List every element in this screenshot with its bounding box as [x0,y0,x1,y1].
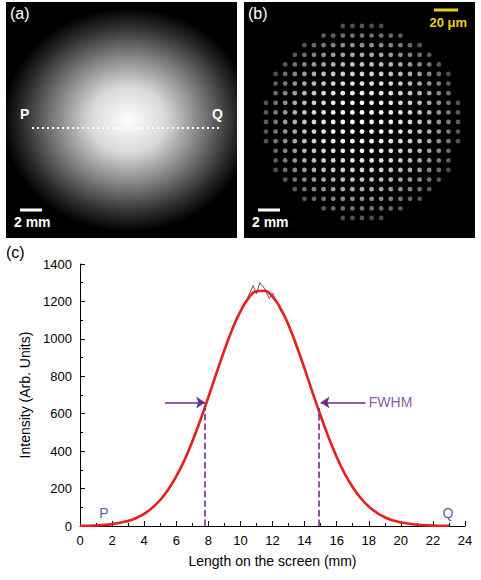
svg-text:20: 20 [394,533,408,548]
html-text:(b): (b) [248,5,268,22]
svg-text:10: 10 [233,533,247,548]
svg-text:6: 6 [173,533,180,548]
svg-text:12: 12 [265,533,279,548]
svg-text:800: 800 [50,369,72,384]
svg-text:24: 24 [458,533,472,548]
svg-text:16: 16 [329,533,343,548]
svg-text:14: 14 [297,533,311,548]
svg-text:FWHM: FWHM [369,394,413,410]
svg-text:(c): (c) [6,244,25,261]
html-text:2 mm: 2 mm [252,214,289,230]
svg-text:1400: 1400 [43,257,72,272]
svg-text:600: 600 [50,406,72,421]
svg-text:1000: 1000 [43,331,72,346]
svg-text:400: 400 [50,444,72,459]
html-text:(a): (a) [10,5,30,22]
html-text:20 μm: 20 μm [429,15,467,30]
svg-text:0: 0 [65,519,72,534]
svg-text:4: 4 [141,533,148,548]
html-text:2 mm: 2 mm [14,214,51,230]
svg-text:Q: Q [443,505,454,521]
svg-text:200: 200 [50,481,72,496]
svg-text:8: 8 [205,533,212,548]
svg-text:1200: 1200 [43,294,72,309]
svg-text:0: 0 [76,533,83,548]
svg-text:Length on the screen (mm): Length on the screen (mm) [188,553,356,569]
svg-text:Intensity (Arb. Units): Intensity (Arb. Units) [17,332,33,459]
svg-text:2: 2 [108,533,115,548]
html-text:Q: Q [212,106,223,122]
svg-text:18: 18 [362,533,376,548]
html-text:P: P [20,106,30,122]
svg-text:P: P [99,505,108,521]
svg-text:22: 22 [426,533,440,548]
